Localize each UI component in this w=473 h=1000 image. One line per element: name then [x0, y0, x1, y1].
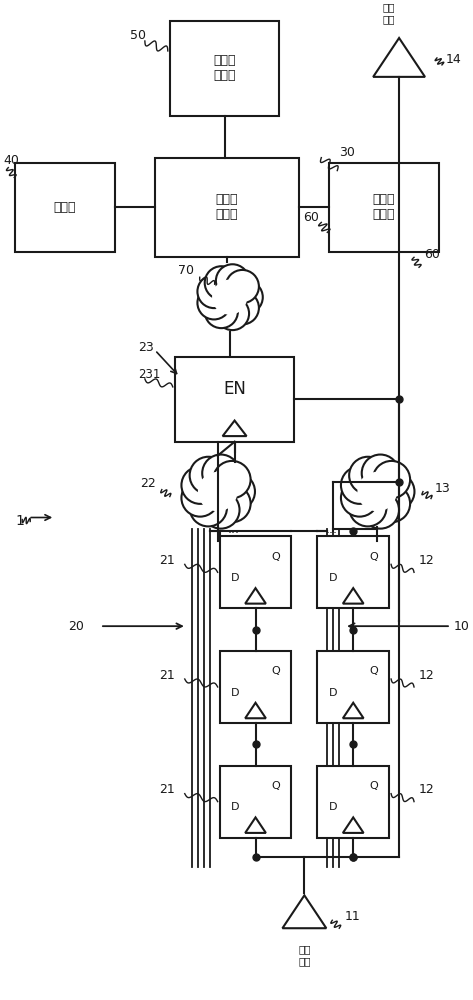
Circle shape — [358, 472, 397, 511]
Text: 21: 21 — [159, 554, 175, 567]
Circle shape — [341, 467, 378, 504]
Text: D: D — [329, 688, 337, 698]
Bar — [317, 536, 389, 608]
Bar — [155, 158, 299, 257]
Text: ...: ... — [325, 523, 337, 536]
Circle shape — [182, 467, 219, 504]
Circle shape — [362, 491, 399, 529]
Circle shape — [216, 264, 249, 297]
Text: 20: 20 — [68, 620, 84, 633]
Circle shape — [218, 473, 255, 510]
Text: 12: 12 — [419, 669, 435, 682]
Text: Q: Q — [369, 552, 378, 562]
Bar — [175, 357, 294, 442]
Bar — [317, 766, 389, 838]
Circle shape — [349, 457, 386, 494]
Text: 22: 22 — [140, 477, 156, 490]
Text: 60: 60 — [304, 211, 319, 224]
Circle shape — [190, 457, 227, 494]
Text: 40: 40 — [3, 154, 19, 167]
Text: 10: 10 — [454, 620, 470, 633]
Circle shape — [362, 455, 399, 492]
Text: D: D — [329, 573, 337, 583]
Text: Q: Q — [271, 666, 280, 676]
Circle shape — [226, 270, 259, 303]
Circle shape — [198, 472, 237, 511]
Text: 终端
设备: 终端 设备 — [298, 944, 311, 966]
Text: 1: 1 — [15, 514, 24, 528]
Circle shape — [216, 297, 249, 330]
Circle shape — [205, 266, 238, 299]
Bar — [219, 536, 291, 608]
Text: Q: Q — [369, 666, 378, 676]
Text: 70: 70 — [178, 264, 194, 277]
Text: 电子装
控制部: 电子装 控制部 — [216, 193, 238, 221]
Circle shape — [197, 275, 231, 308]
Bar — [329, 163, 439, 252]
Text: Q: Q — [369, 781, 378, 791]
Text: 21: 21 — [159, 783, 175, 796]
Circle shape — [182, 479, 219, 517]
Text: 13: 13 — [435, 482, 451, 495]
Text: 终端
设备: 终端 设备 — [383, 2, 395, 24]
Text: 231: 231 — [138, 368, 160, 381]
Circle shape — [197, 286, 231, 319]
Bar — [317, 651, 389, 723]
Text: D: D — [231, 802, 240, 812]
Text: 12: 12 — [419, 554, 435, 567]
Text: D: D — [231, 573, 240, 583]
Bar — [219, 766, 291, 838]
Circle shape — [349, 489, 386, 526]
Text: 14: 14 — [446, 53, 462, 66]
Circle shape — [205, 295, 238, 328]
Circle shape — [341, 479, 378, 517]
Text: EN: EN — [223, 380, 246, 398]
Text: 电子装
记录部: 电子装 记录部 — [213, 54, 236, 82]
Bar — [170, 21, 280, 116]
Text: Q: Q — [271, 552, 280, 562]
Circle shape — [226, 291, 259, 324]
Bar — [219, 651, 291, 723]
Circle shape — [190, 489, 227, 526]
Text: 60: 60 — [424, 248, 440, 261]
Text: 11: 11 — [344, 910, 360, 923]
Text: D: D — [231, 688, 240, 698]
Text: ...: ... — [228, 523, 240, 536]
Text: 21: 21 — [159, 669, 175, 682]
Circle shape — [202, 455, 239, 492]
Circle shape — [373, 485, 410, 522]
Bar — [15, 163, 115, 252]
Text: 50: 50 — [130, 29, 146, 42]
Circle shape — [213, 485, 251, 522]
Text: Q: Q — [271, 781, 280, 791]
Circle shape — [212, 280, 247, 315]
Text: 23: 23 — [138, 341, 154, 354]
Circle shape — [377, 473, 414, 510]
Text: D: D — [329, 802, 337, 812]
Text: 通知部: 通知部 — [54, 201, 76, 214]
Circle shape — [229, 281, 263, 314]
Circle shape — [213, 461, 251, 498]
Circle shape — [202, 491, 239, 529]
Text: 30: 30 — [339, 146, 355, 159]
Text: 12: 12 — [419, 783, 435, 796]
Text: 电子装
通信部: 电子装 通信部 — [373, 193, 395, 221]
Circle shape — [373, 461, 410, 498]
